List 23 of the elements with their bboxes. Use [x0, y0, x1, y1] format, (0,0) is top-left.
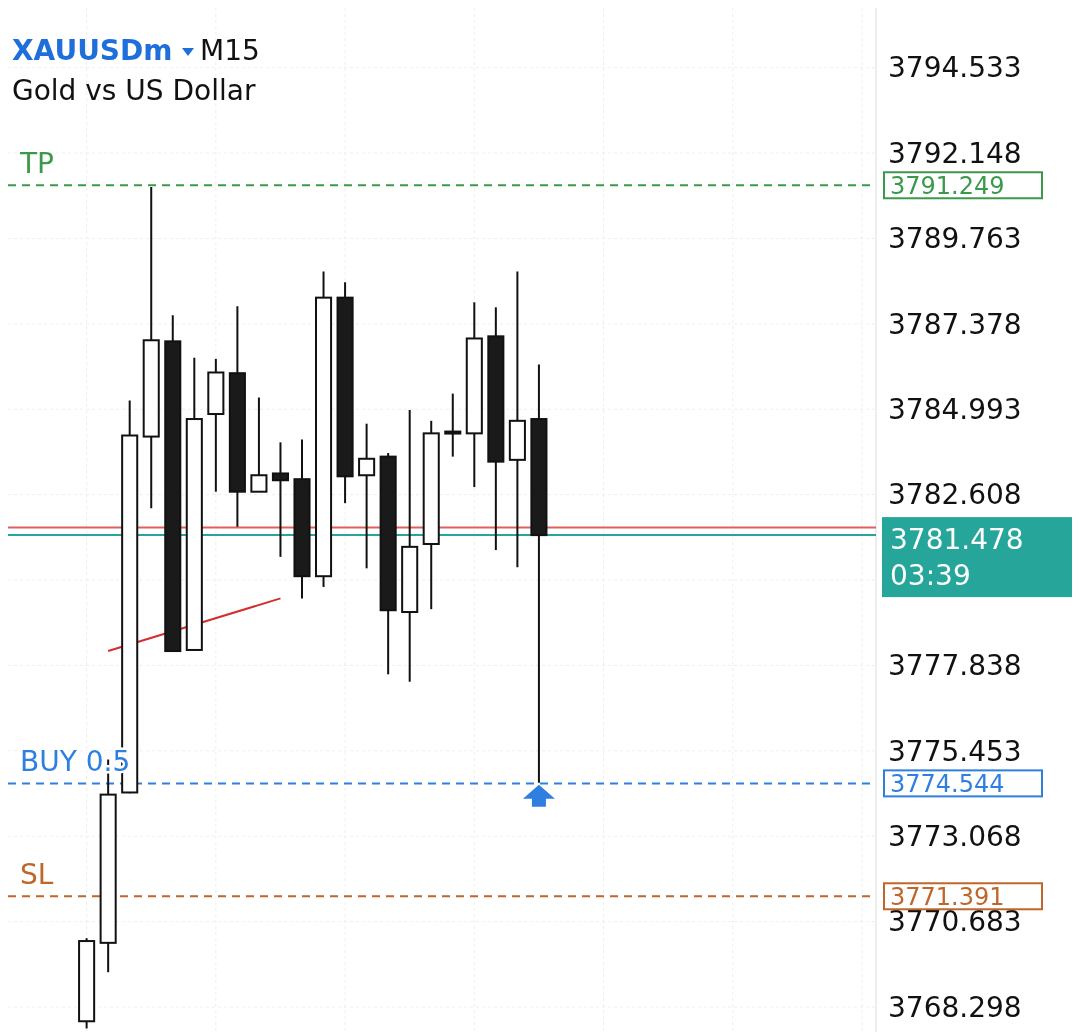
text: 03:39 [890, 559, 971, 593]
candlestick [271, 441, 289, 558]
y-tick-label: 3787.378 [888, 307, 1022, 341]
y-tick-label: 3777.838 [888, 649, 1022, 683]
annotation: M15 [200, 34, 260, 67]
y-tick-label: 3789.763 [888, 222, 1022, 256]
text: Gold vs US Dollar [12, 74, 256, 107]
annotation: SL [20, 858, 54, 892]
ref-line-label: 3791.249 [890, 171, 1005, 200]
ref-line-label: 3781.478 [890, 523, 1024, 557]
y-tick-label: 3794.533 [888, 51, 1022, 85]
y-tick-label: 3782.608 [888, 478, 1022, 512]
ref-line-label: 3774.544 [890, 769, 1005, 798]
text: XAUUSDm [12, 34, 173, 67]
y-tick-label: 3784.993 [888, 393, 1022, 427]
annotation: TP [19, 147, 54, 181]
y-tick-label: 3773.068 [888, 820, 1022, 854]
candlestick [444, 392, 462, 458]
y-tick-label: 3768.298 [888, 990, 1022, 1024]
y-tick-label: 3775.453 [888, 734, 1022, 768]
candlestick [358, 422, 376, 570]
candlestick [250, 396, 268, 493]
y-tick-label: 3792.148 [888, 136, 1022, 170]
